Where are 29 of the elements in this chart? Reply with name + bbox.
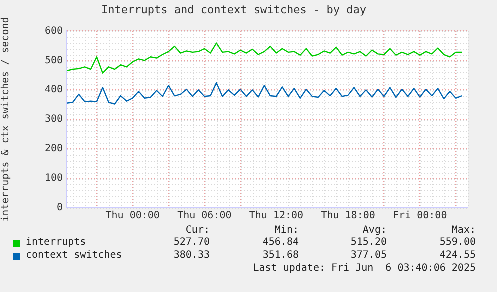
text: Min: (274, 225, 299, 237)
text: 559.00 (440, 237, 476, 249)
text: 380.33 (174, 250, 210, 262)
x-tick-label: Thu 00:00 (106, 210, 160, 222)
y-tick-label: 100 (44, 173, 63, 184)
y-tick-label: 500 (44, 55, 63, 66)
x-tick-label: Thu 12:00 (249, 210, 304, 222)
text: Cur: (186, 225, 210, 237)
text: Max: (452, 225, 476, 237)
y-tick-label: 600 (44, 26, 63, 37)
text: 456.84 (262, 237, 299, 249)
y-axis-title: interrupts & ctx switches / second (0, 17, 12, 222)
x-tick-label: Thu 18:00 (321, 210, 376, 222)
text: 377.05 (350, 250, 387, 262)
y-tick-label: 300 (44, 114, 63, 126)
y-tick-label: 400 (44, 84, 63, 96)
text: 424.55 (440, 250, 476, 262)
legend-label: interrupts (26, 237, 86, 249)
text: 527.70 (174, 237, 210, 249)
text: 351.68 (262, 250, 299, 262)
text: 515.20 (350, 237, 387, 249)
y-tick-label: 0 (56, 202, 63, 214)
x-tick-label: Thu 06:00 (178, 210, 232, 222)
legend-label: context switches (26, 250, 122, 262)
y-tick-label: 200 (44, 144, 63, 155)
text: Last update: Fri Jun 6 03:40:06 2025 (253, 263, 476, 275)
chart-title: Interrupts and context switches - by day (102, 3, 367, 16)
x-tick-label: Fri 00:00 (393, 210, 448, 222)
text: Avg: (362, 225, 387, 237)
